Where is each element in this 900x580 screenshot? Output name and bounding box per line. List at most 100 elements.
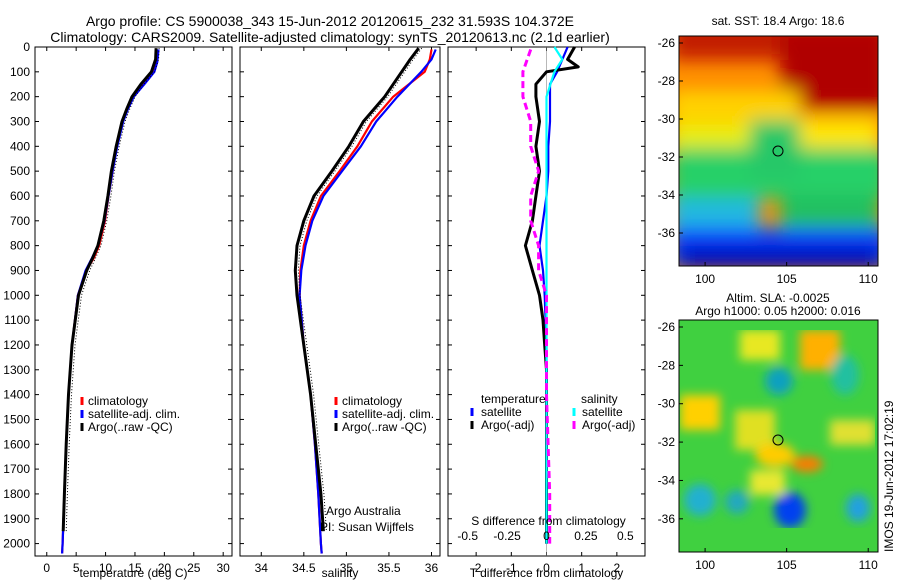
sst-map-title: sat. SST: 18.4 Argo: 18.6 (712, 14, 845, 28)
x-tick-label: 36 (425, 561, 439, 575)
map-y-tick-label: -36 (658, 226, 676, 240)
depth-tick-label: 100 (10, 65, 30, 79)
legend-entry: satellite-adj. clim. (342, 407, 434, 421)
map-x-tick-label: 105 (777, 558, 797, 572)
depth-tick-label: 200 (10, 90, 30, 104)
x-tick-label: 0 (43, 561, 50, 575)
map-y-tick-label: -28 (658, 358, 676, 372)
map-x-tick-label: 110 (859, 558, 878, 572)
map-y-tick-label: -32 (658, 435, 676, 449)
legend-entry: satellite (481, 405, 522, 419)
depth-tick-label: 700 (10, 214, 30, 228)
map-x-tick-label: 105 (777, 272, 797, 286)
top-tick-label: -0.5 (457, 529, 478, 543)
sst-map: sat. SST: 18.4 Argo: 18.6 100 105 110 -26 -2… (658, 14, 879, 286)
x-tick-label: 34 (255, 561, 269, 575)
argo-position-marker (772, 145, 784, 157)
map-y-tick-label: -30 (658, 397, 676, 411)
series-line (521, 49, 552, 544)
x-axis-label: temperature (deg C) (79, 566, 187, 580)
temperature-panel: 0100200300400500600700800900100011001200… (3, 40, 233, 580)
map-x-tick-label: 110 (859, 272, 878, 286)
plot-frame (239, 46, 441, 557)
depth-tick-label: 2000 (3, 537, 30, 551)
sla-map-title-line-1: Altim. SLA: -0.0025 (726, 291, 830, 305)
depth-tick-label: 1400 (3, 388, 30, 402)
plot-frame (34, 46, 233, 557)
salinity-panel: 34 34.5 35 35.5 36 salinity climatologysatelli… (239, 46, 441, 580)
legend-entry: Argo(-adj) (582, 418, 635, 432)
x-axis-label: T difference from climatology (470, 566, 624, 580)
top-tick-label: -0.25 (493, 529, 521, 543)
x-axis-label: salinity (322, 566, 359, 580)
x-tick-label: 25 (187, 561, 201, 575)
legend-entry: satellite (582, 405, 623, 419)
x-tick-label: 20 (158, 561, 172, 575)
x-tick-label: 35.5 (377, 561, 401, 575)
sla-map: Altim. SLA: -0.0025 Argo h1000: 0.05 h20… (658, 291, 896, 572)
argo-position-marker (772, 434, 784, 446)
map-x-tick-label: 100 (695, 272, 715, 286)
series-line (545, 46, 564, 544)
difference-panel: -2 -1 0 1 2T difference from climatology -0.5… (447, 46, 646, 580)
map-x-tick-label: 100 (695, 558, 715, 572)
header-line-2: Climatology: CARS2009. Satellite-adjuste… (50, 29, 610, 45)
map-y-tick-label: -26 (658, 36, 676, 50)
map-y-tick-label: -34 (658, 188, 676, 202)
x-tick-label: 35 (340, 561, 354, 575)
depth-tick-label: 900 (10, 263, 30, 277)
x-tick-label: 2 (614, 561, 621, 575)
legend-entry: satellite-adj. clim. (88, 407, 180, 421)
legend-entry: temperature (481, 392, 546, 406)
x-tick-label: 15 (128, 561, 142, 575)
series-line (538, 46, 569, 544)
legend-entry: salinity (581, 392, 618, 406)
legend-entry: climatology (88, 394, 148, 408)
annotation: Argo Australia (326, 504, 401, 518)
legend-entry: climatology (342, 394, 402, 408)
timestamp-stamp: IMOS 19-Jun-2012 17:02:19 (882, 400, 896, 552)
depth-tick-label: 0 (23, 40, 30, 54)
depth-tick-label: 800 (10, 239, 30, 253)
map-y-tick-label: -30 (658, 112, 676, 126)
legend-entry: Argo(..raw -QC) (88, 420, 173, 434)
series-line (61, 48, 158, 532)
x-tick-label: 1 (578, 561, 585, 575)
top-tick-label: 0.5 (617, 529, 634, 543)
map-y-tick-label: -32 (658, 150, 676, 164)
x-tick-label: -1 (506, 561, 517, 575)
series-line (65, 48, 160, 532)
sla-map-title-line-2: Argo h1000: 0.05 h2000: 0.016 (695, 304, 861, 318)
depth-tick-label: 1800 (3, 487, 30, 501)
depth-tick-label: 400 (10, 139, 30, 153)
map-y-tick-label: -36 (658, 512, 676, 526)
depth-tick-label: 300 (10, 114, 30, 128)
depth-tick-label: 1200 (3, 338, 30, 352)
top-tick-label: 0 (543, 529, 550, 543)
x-tick-label: 10 (99, 561, 113, 575)
depth-tick-label: 1300 (3, 363, 30, 377)
depth-tick-label: 1900 (3, 512, 30, 526)
depth-tick-label: 1600 (3, 437, 30, 451)
depth-tick-label: 600 (10, 189, 30, 203)
annotation: PI: Susan Wijffels (320, 520, 414, 534)
top-tick-label: 0.25 (574, 529, 598, 543)
x-tick-label: -2 (471, 561, 482, 575)
legend-entry: Argo(..raw -QC) (342, 420, 427, 434)
depth-tick-label: 1100 (4, 313, 30, 327)
map-y-tick-label: -34 (658, 473, 676, 487)
depth-tick-label: 1500 (3, 412, 30, 426)
legend-entry: Argo(-adj) (481, 418, 534, 432)
header-line-1: Argo profile: CS 5900038_343 15-Jun-2012… (85, 13, 575, 29)
depth-tick-label: 1700 (3, 462, 30, 476)
x-tick-label: 0 (543, 561, 550, 575)
map-y-tick-label: -28 (658, 74, 676, 88)
series-line (523, 46, 580, 544)
top-axis-label: S difference from climatology (471, 514, 626, 528)
series-line (293, 47, 420, 532)
x-tick-label: 34.5 (292, 561, 316, 575)
depth-tick-label: 500 (10, 164, 30, 178)
x-tick-label: 30 (216, 561, 230, 575)
depth-tick-label: 1000 (3, 288, 30, 302)
